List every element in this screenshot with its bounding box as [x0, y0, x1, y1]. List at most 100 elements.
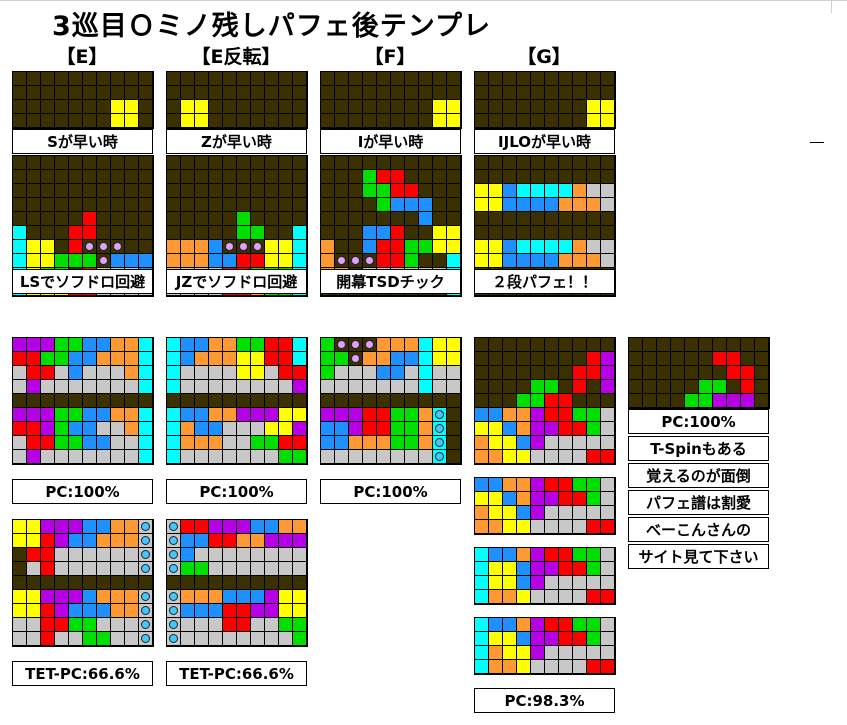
empty-cell [279, 576, 293, 590]
o-piece-cell [601, 100, 614, 114]
board-e-reverse-pc [166, 337, 308, 465]
empty-cell [41, 86, 55, 100]
z-piece-cell [559, 492, 573, 506]
garbage-cell [251, 450, 265, 464]
empty-cell [41, 114, 55, 128]
empty-cell [41, 170, 55, 184]
empty-cell [111, 184, 125, 198]
empty-cell [335, 212, 349, 226]
empty-cell [433, 86, 447, 100]
j-piece-cell [69, 352, 83, 366]
empty-cell [209, 184, 223, 198]
o-piece-cell [517, 450, 531, 464]
j-piece-cell [503, 240, 517, 254]
garbage-cell [279, 548, 293, 562]
garbage-cell [97, 366, 111, 380]
empty-cell [13, 114, 27, 128]
z-piece-cell [83, 212, 97, 226]
empty-cell [517, 86, 531, 100]
s-piece-cell [237, 212, 251, 226]
garbage-cell [125, 436, 139, 450]
garbage-cell [195, 548, 209, 562]
label-g-top: IJLOが早い時 [474, 129, 615, 154]
header-f: 【F】 [364, 46, 416, 68]
empty-cell [237, 576, 251, 590]
empty-cell [209, 72, 223, 86]
o-piece-cell [195, 100, 209, 114]
empty-cell [13, 576, 27, 590]
z-piece-cell [237, 254, 251, 268]
l-piece-cell [377, 436, 391, 450]
empty-cell [335, 72, 349, 86]
garbage-cell [83, 380, 97, 394]
s-piece-cell [69, 408, 83, 422]
j-piece-cell [503, 254, 517, 268]
o-piece-cell [601, 114, 614, 128]
garbage-cell [279, 632, 293, 646]
z-piece-cell [265, 338, 279, 352]
t-spin-marker [337, 340, 346, 349]
l-piece-cell [517, 408, 531, 422]
empty-cell [83, 100, 97, 114]
stray-dash-mark [810, 142, 824, 143]
s-piece-cell [293, 632, 306, 646]
garbage-cell [559, 520, 573, 534]
garbage-cell [237, 562, 251, 576]
o-piece-cell [433, 114, 447, 128]
empty-cell [223, 576, 237, 590]
s-piece-cell [321, 338, 335, 352]
sheet-top-border [0, 0, 847, 1]
t-piece-cell [251, 604, 265, 618]
garbage-cell [405, 366, 419, 380]
l-piece-cell [181, 254, 195, 268]
empty-cell [349, 240, 363, 254]
garbage-cell [209, 632, 223, 646]
empty-cell [41, 100, 55, 114]
s-piece-cell [55, 436, 69, 450]
empty-cell [195, 72, 209, 86]
garbage-cell [97, 562, 111, 576]
empty-cell [629, 352, 643, 366]
empty-cell [545, 226, 559, 240]
empty-cell [531, 170, 545, 184]
j-piece-cell [181, 352, 195, 366]
garbage-cell [125, 618, 139, 632]
i-piece-cell [13, 254, 27, 268]
empty-cell [727, 380, 741, 394]
label-f-top: Iが早い時 [320, 129, 461, 154]
empty-cell [741, 338, 755, 352]
garbage-cell [447, 380, 460, 394]
t-piece-cell [293, 380, 306, 394]
garbage-cell [83, 366, 97, 380]
l-piece-cell [111, 534, 125, 548]
empty-cell [251, 576, 265, 590]
empty-cell [503, 100, 517, 114]
i-piece-cell [139, 366, 152, 380]
j-piece-cell [517, 632, 531, 646]
empty-cell [405, 114, 419, 128]
empty-cell [167, 212, 181, 226]
s-piece-cell [587, 548, 601, 562]
garbage-cell [209, 450, 223, 464]
s-piece-cell [587, 422, 601, 436]
z-piece-cell [237, 618, 251, 632]
empty-cell [433, 170, 447, 184]
o-piece-cell [27, 604, 41, 618]
l-piece-cell [237, 534, 251, 548]
garbage-cell [545, 520, 559, 534]
garbage-cell [573, 590, 587, 604]
empty-cell [447, 86, 460, 100]
t-piece-cell [531, 408, 545, 422]
garbage-cell [321, 380, 335, 394]
o-piece-cell [265, 240, 279, 254]
j-piece-cell [195, 422, 209, 436]
t-piece-cell [601, 366, 614, 380]
empty-cell [335, 100, 349, 114]
empty-cell [139, 72, 152, 86]
l-piece-cell [209, 338, 223, 352]
l-piece-cell [489, 646, 503, 660]
garbage-cell [573, 520, 587, 534]
empty-cell [209, 86, 223, 100]
z-piece-cell [279, 352, 293, 366]
empty-cell [349, 352, 363, 366]
